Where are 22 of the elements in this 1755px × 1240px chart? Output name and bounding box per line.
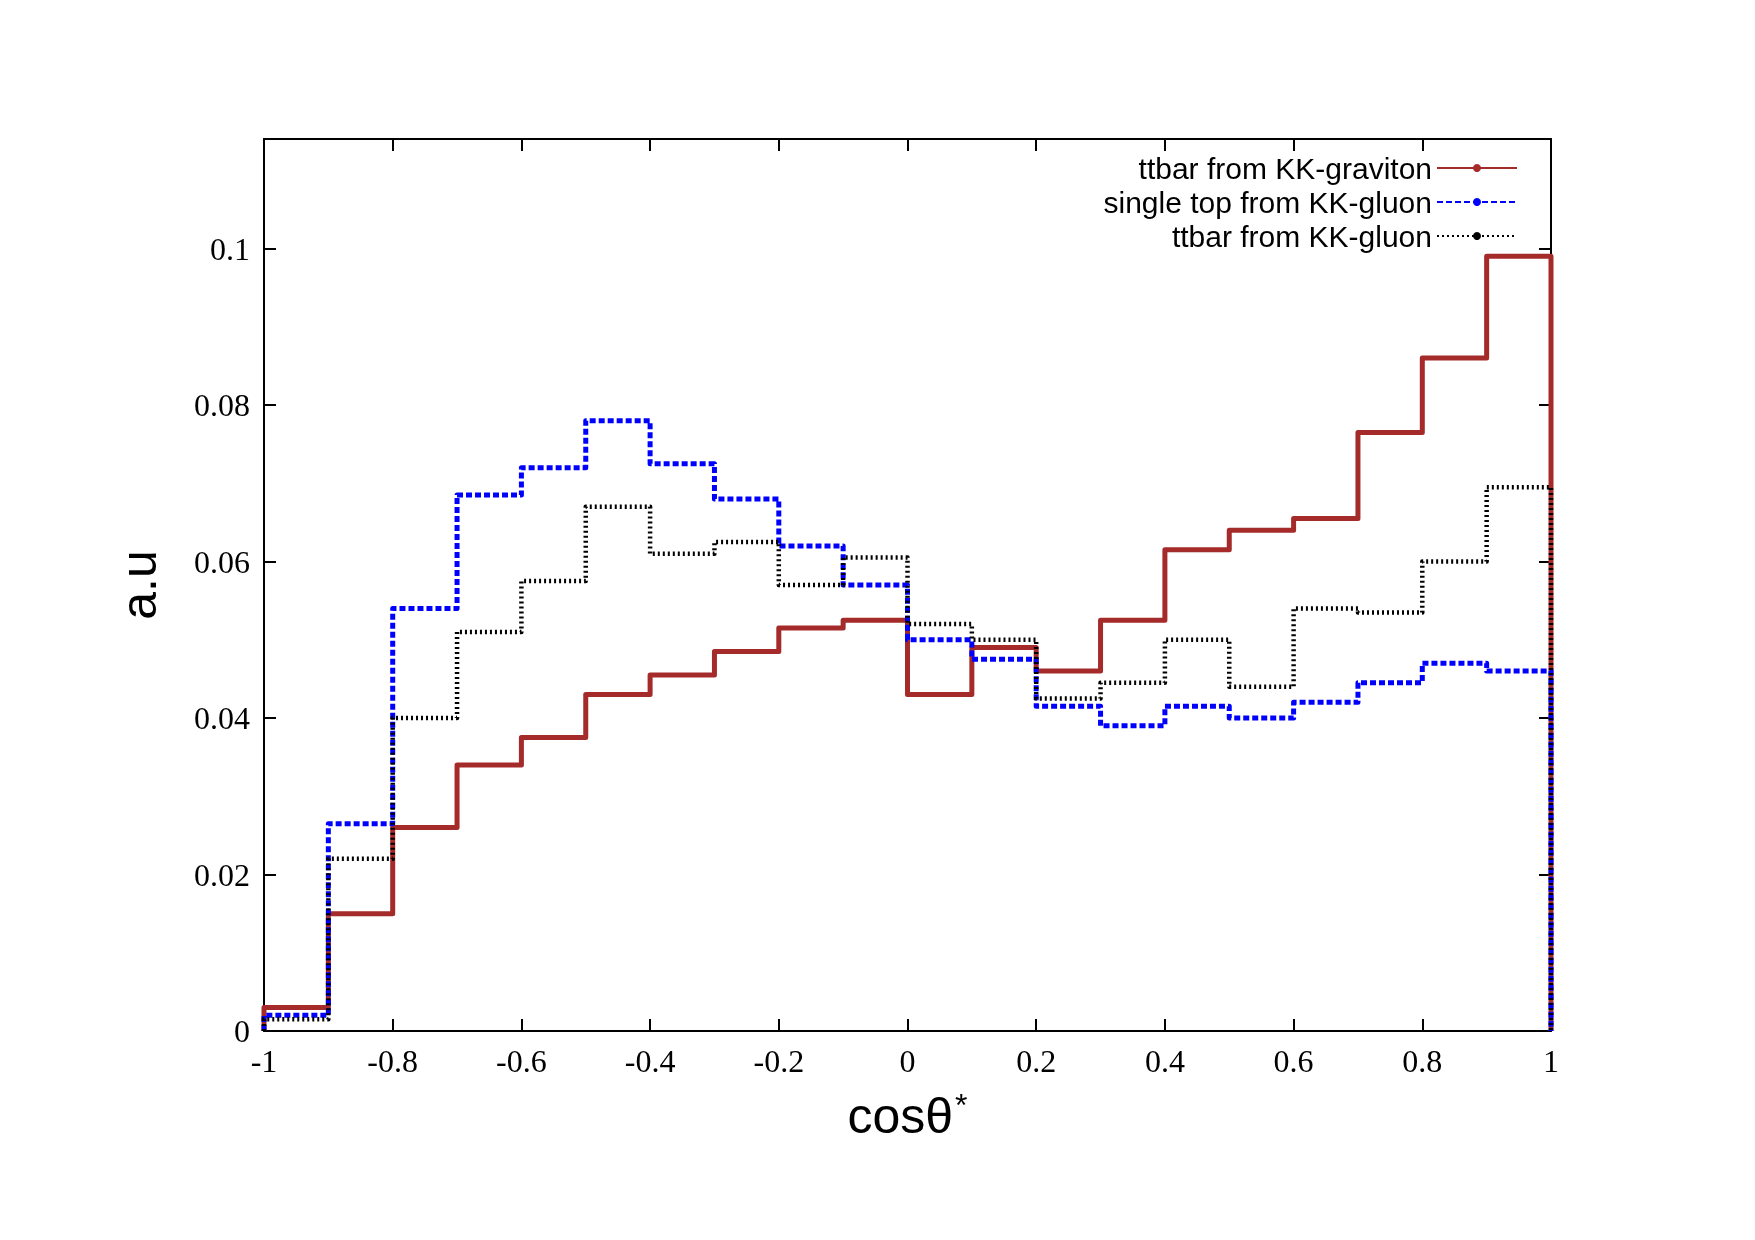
legend-label: ttbar from KK-graviton — [1138, 151, 1432, 185]
x-tick-label: -0.8 — [367, 1043, 419, 1079]
y-tick-label: 0.1 — [210, 230, 250, 267]
y-tick-label: 0.04 — [194, 700, 250, 737]
x-tick-label: -0.6 — [496, 1043, 547, 1079]
legend-label: ttbar from KK-gluon — [1171, 219, 1432, 253]
x-tick-label: 0.2 — [1016, 1043, 1057, 1079]
x-tick-label: 1 — [1543, 1043, 1559, 1079]
y-tick-label: 0 — [234, 1013, 250, 1049]
legend-label: single top from KK-gluon — [1103, 185, 1432, 219]
x-axis-title: cosθ* — [847, 1087, 968, 1144]
y-axis-title: a.u — [111, 550, 167, 620]
x-tick-label: -0.4 — [624, 1043, 676, 1079]
x-tick-label: 0.6 — [1273, 1043, 1314, 1079]
y-tick-label: 0.02 — [194, 856, 250, 893]
x-tick-label: 0.8 — [1402, 1043, 1443, 1079]
x-tick-label: -1 — [250, 1043, 278, 1079]
y-tick-label: 0.06 — [194, 543, 250, 580]
x-tick-label: -0.2 — [753, 1043, 805, 1079]
y-tick-label: 0.08 — [194, 387, 250, 424]
x-tick-label: 0 — [899, 1043, 916, 1079]
x-tick-label: 0.4 — [1144, 1043, 1185, 1079]
